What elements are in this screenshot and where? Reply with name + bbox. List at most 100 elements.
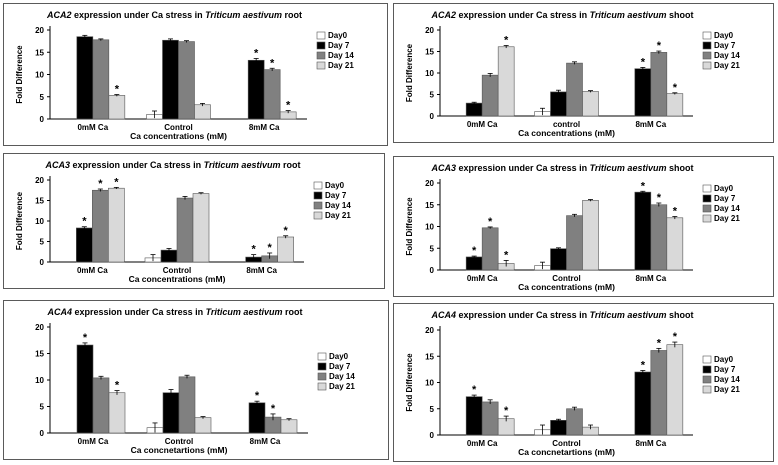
x-tick-label: Control bbox=[163, 266, 191, 275]
x-axis-label: Ca concentrations (mM) bbox=[518, 128, 615, 138]
x-tick-label: 8mM Ca bbox=[246, 266, 277, 275]
bar bbox=[566, 62, 583, 117]
y-tick-label: 15 bbox=[35, 48, 44, 57]
bar bbox=[550, 91, 567, 117]
bar bbox=[76, 36, 94, 120]
legend-label: Day 7 bbox=[714, 41, 736, 50]
y-axis-label: Fold Difference bbox=[405, 197, 414, 256]
x-tick-label: 8mM Ca bbox=[249, 123, 280, 132]
y-tick-label: 10 bbox=[35, 217, 44, 226]
legend-swatch bbox=[702, 365, 712, 374]
legend-swatch bbox=[316, 61, 326, 70]
significance-marker: * bbox=[115, 380, 120, 392]
significance-marker: * bbox=[252, 244, 257, 256]
bar bbox=[76, 344, 94, 434]
y-tick-label: 20 bbox=[35, 176, 44, 185]
legend-label: Day 21 bbox=[328, 61, 354, 70]
legend-label: Day 14 bbox=[328, 51, 354, 60]
significance-marker: * bbox=[286, 100, 291, 112]
y-tick-label: 0 bbox=[430, 112, 435, 121]
chart-title: ACA4 expression under Ca stress in Triti… bbox=[47, 307, 303, 317]
significance-marker: * bbox=[472, 384, 477, 396]
y-tick-label: 20 bbox=[35, 323, 44, 332]
significance-marker: * bbox=[504, 249, 509, 261]
x-tick-label: 8mM Ca bbox=[635, 274, 666, 283]
legend-swatch bbox=[702, 51, 712, 60]
panel-aca3-root: ACA3 expression under Ca stress in Triti… bbox=[3, 153, 385, 289]
significance-marker: * bbox=[255, 390, 260, 402]
y-tick-label: 15 bbox=[425, 352, 434, 361]
y-axis-label: Fold Difference bbox=[405, 43, 414, 102]
x-axis-label: Ca concnetartions (mM) bbox=[518, 447, 615, 457]
x-tick-label: 0mM Ca bbox=[77, 266, 108, 275]
bar bbox=[650, 204, 668, 271]
significance-marker: * bbox=[472, 245, 477, 257]
bar bbox=[566, 408, 583, 436]
y-tick-label: 0 bbox=[40, 258, 45, 267]
panel-aca2-shoot: ACA2 expression under Ca stress in Triti… bbox=[393, 3, 774, 143]
bar bbox=[162, 392, 180, 434]
y-tick-label: 10 bbox=[425, 379, 434, 388]
significance-marker: * bbox=[488, 216, 493, 228]
legend-label: Day 21 bbox=[325, 211, 351, 220]
legend-swatch bbox=[316, 31, 326, 40]
bar bbox=[481, 74, 499, 117]
y-tick-label: 15 bbox=[425, 201, 434, 210]
legend-swatch bbox=[702, 31, 712, 40]
bar bbox=[192, 193, 210, 263]
chart-aca4-shoot: ACA4 expression under Ca stress in Triti… bbox=[405, 310, 740, 457]
legend-label: Day 7 bbox=[325, 191, 347, 200]
x-axis-label: Ca concentrations (mM) bbox=[130, 131, 227, 141]
significance-marker: * bbox=[641, 180, 646, 192]
legend-swatch bbox=[702, 355, 712, 364]
chart-title: ACA4 expression under Ca stress in Triti… bbox=[431, 310, 694, 320]
bar bbox=[92, 189, 109, 263]
significance-marker: * bbox=[504, 405, 509, 417]
bar bbox=[263, 69, 281, 120]
chart-title: ACA2 expression under Ca stress in Triti… bbox=[46, 10, 302, 20]
significance-marker: * bbox=[504, 34, 509, 46]
y-tick-label: 10 bbox=[425, 223, 434, 232]
legend-label: Day0 bbox=[325, 181, 345, 190]
legend-label: Day 7 bbox=[714, 365, 736, 374]
x-tick-label: control bbox=[553, 120, 580, 129]
y-tick-label: 20 bbox=[425, 179, 434, 188]
y-tick-label: 5 bbox=[40, 403, 45, 412]
bar bbox=[634, 68, 652, 117]
significance-marker: * bbox=[114, 176, 119, 188]
significance-marker: * bbox=[271, 403, 276, 415]
y-tick-label: 5 bbox=[430, 405, 435, 414]
significance-marker: * bbox=[641, 56, 646, 68]
legend-label: Day0 bbox=[714, 31, 734, 40]
x-tick-label: 0mM Ca bbox=[78, 437, 109, 446]
legend-label: Day 14 bbox=[714, 51, 740, 60]
bar bbox=[277, 236, 294, 263]
bar bbox=[76, 227, 93, 263]
legend-label: Day 7 bbox=[329, 362, 351, 371]
significance-marker: * bbox=[641, 359, 646, 371]
legend-swatch bbox=[316, 41, 326, 50]
bar bbox=[634, 191, 652, 271]
x-tick-label: 8mM Ca bbox=[635, 120, 666, 129]
x-axis-label: Ca concentrations (mM) bbox=[129, 274, 226, 284]
x-tick-label: Control bbox=[552, 439, 580, 448]
bar bbox=[280, 419, 298, 434]
bar bbox=[566, 215, 583, 271]
bar bbox=[465, 102, 483, 117]
legend-label: Day 21 bbox=[714, 385, 740, 394]
bar bbox=[248, 402, 266, 434]
legend-label: Day 21 bbox=[714, 214, 740, 223]
legend-label: Day 14 bbox=[714, 204, 740, 213]
y-tick-label: 20 bbox=[425, 26, 434, 35]
bar bbox=[162, 39, 179, 120]
legend-swatch bbox=[702, 61, 712, 70]
legend-swatch bbox=[317, 352, 327, 361]
legend-swatch bbox=[702, 375, 712, 384]
significance-marker: * bbox=[115, 84, 120, 96]
legend-label: Day0 bbox=[328, 31, 348, 40]
bar bbox=[497, 46, 515, 117]
y-tick-label: 10 bbox=[425, 69, 434, 78]
y-tick-label: 20 bbox=[35, 26, 44, 35]
bar bbox=[108, 392, 126, 434]
bar bbox=[550, 420, 567, 436]
